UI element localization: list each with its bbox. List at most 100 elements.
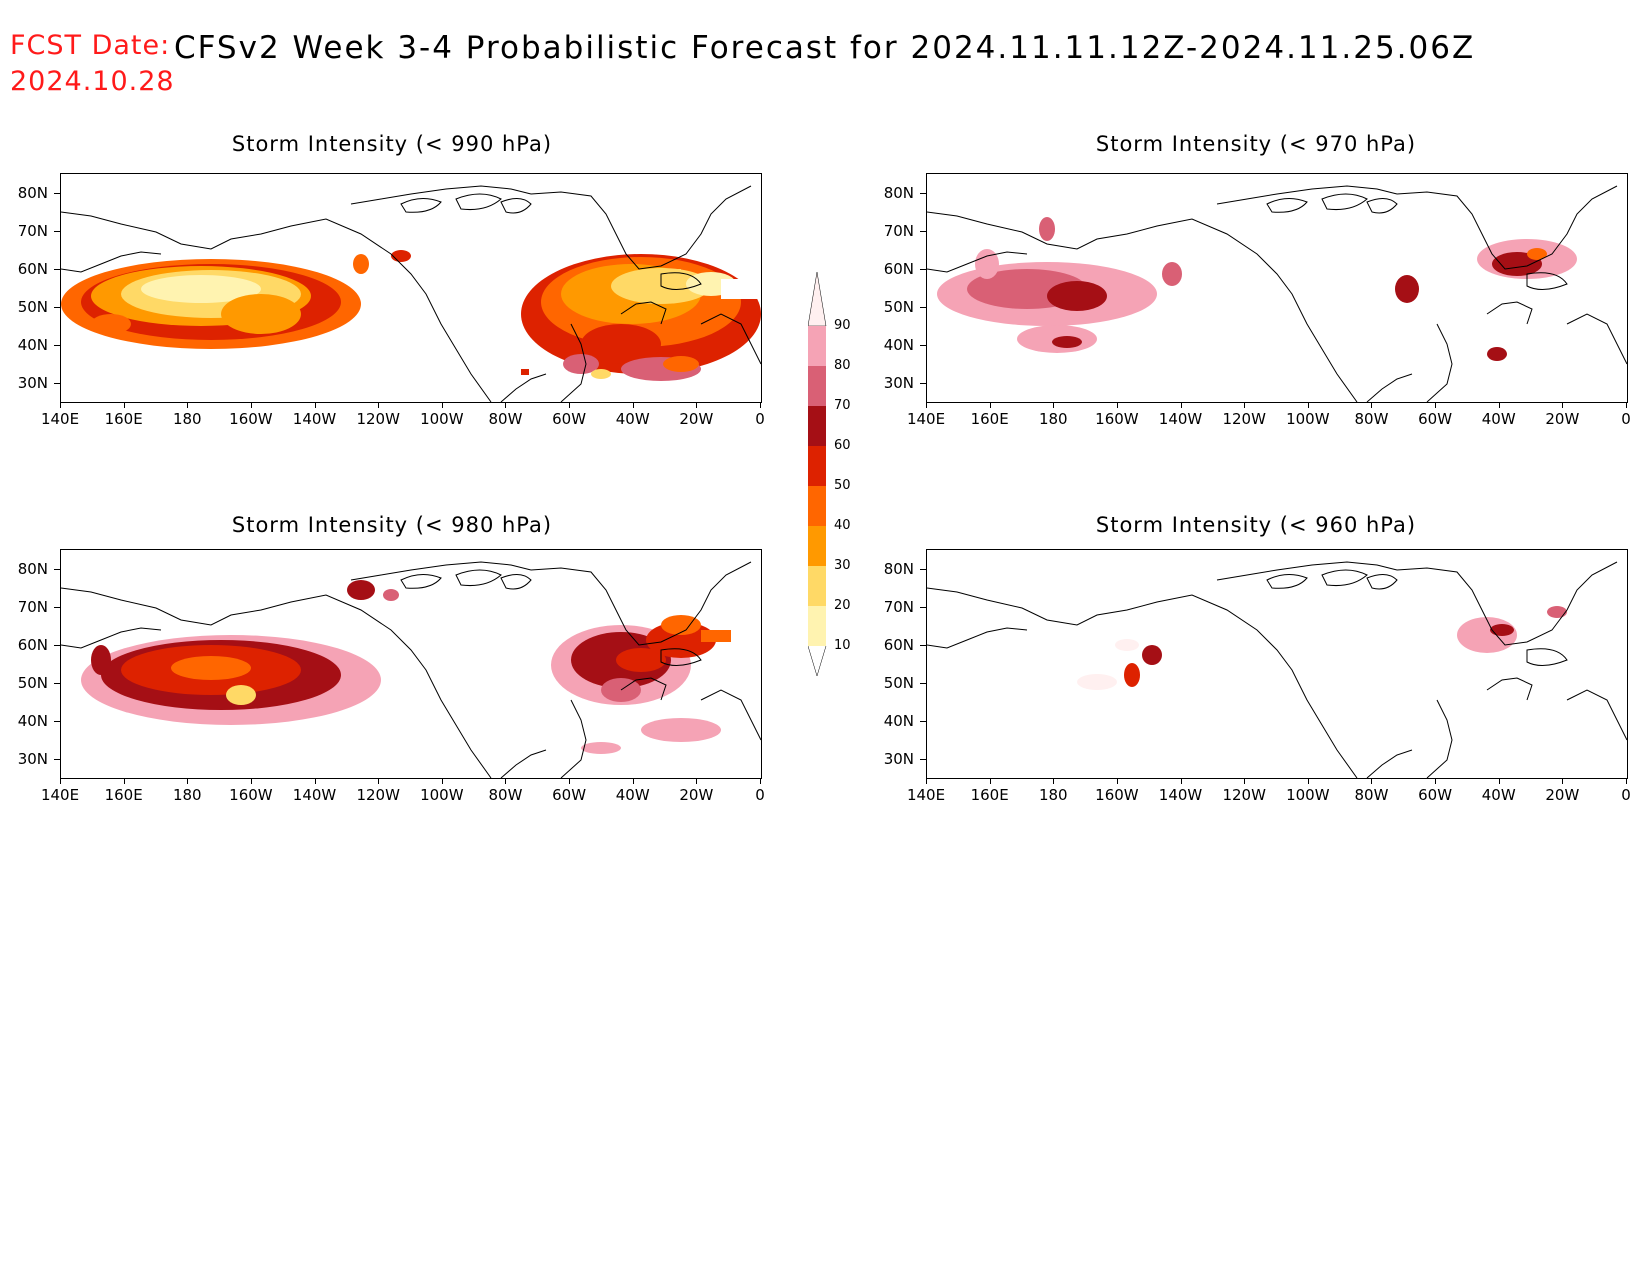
lon-tick — [1371, 402, 1373, 408]
lon-tick — [441, 778, 443, 784]
lon-tick-label: 60W — [1418, 410, 1453, 428]
probability-area — [1487, 347, 1507, 361]
lon-tick — [1180, 402, 1182, 408]
probability-area — [1162, 262, 1182, 286]
lon-tick — [505, 402, 507, 408]
island-outline — [400, 574, 442, 589]
lon-tick-label: 0 — [755, 786, 765, 804]
coastline — [700, 313, 761, 365]
island-outline — [1266, 198, 1308, 213]
coastline — [1396, 561, 1618, 646]
coastline — [560, 699, 587, 778]
coastline — [1426, 323, 1453, 402]
probability-area — [1492, 252, 1542, 276]
lon-tick — [1053, 402, 1055, 408]
lon-tick-label: 140W — [1158, 410, 1203, 428]
lat-tick — [920, 683, 926, 684]
colorbar-label: 10 — [834, 638, 851, 653]
lon-tick — [1371, 778, 1373, 784]
lat-tick-label: 30N — [883, 374, 914, 392]
figure-title: CFSv2 Week 3-4 Probabilistic Forecast fo… — [174, 30, 1476, 66]
masked-cell — [721, 279, 761, 299]
island-outline — [500, 198, 532, 214]
lon-tick — [314, 778, 316, 784]
colorbar-swatch — [808, 326, 826, 366]
coastline — [1216, 185, 1398, 205]
lon-tick-label: 60W — [552, 786, 587, 804]
probability-area — [1395, 275, 1419, 303]
lon-tick-label: 140W — [1158, 786, 1203, 804]
lon-tick-label: 80W — [1354, 410, 1389, 428]
colorbar-swatch — [808, 406, 826, 446]
coastline — [500, 373, 547, 402]
lat-tick-label: 70N — [17, 222, 48, 240]
lat-tick — [54, 721, 60, 722]
lat-tick-label: 60N — [883, 636, 914, 654]
coastline — [1486, 677, 1533, 701]
lon-tick-label: 180 — [1038, 786, 1068, 804]
coastline — [1486, 301, 1533, 325]
lon-tick-label: 120W — [356, 410, 400, 428]
lat-tick-label: 30N — [17, 374, 48, 392]
island-outline — [1266, 574, 1308, 589]
lon-tick-label: 20W — [1545, 410, 1580, 428]
colorbar-label: 50 — [834, 478, 851, 493]
map-canvas — [61, 561, 761, 778]
lat-tick — [920, 607, 926, 608]
coastline — [1216, 561, 1398, 581]
coastline — [620, 677, 667, 701]
lon-tick — [1244, 778, 1246, 784]
probability-area — [91, 314, 131, 334]
lon-tick — [1307, 402, 1309, 408]
probability-area — [663, 356, 699, 372]
lat-tick-label: 50N — [17, 298, 48, 316]
lon-tick-label: 160W — [1095, 786, 1139, 804]
lon-tick — [1562, 778, 1564, 784]
lon-tick — [989, 402, 991, 408]
probability-area — [591, 369, 611, 379]
lon-tick — [378, 778, 380, 784]
island-outline — [1526, 272, 1568, 290]
lon-tick-label: 140W — [292, 410, 337, 428]
fcst-date-value: 2024.10.28 — [10, 66, 175, 97]
probability-area — [353, 254, 369, 274]
lon-tick-label: 180 — [1038, 410, 1068, 428]
lon-tick-label: 80W — [488, 410, 523, 428]
lon-tick-label: 160W — [229, 410, 273, 428]
probability-area — [347, 580, 375, 600]
lat-tick — [54, 345, 60, 346]
lat-tick — [920, 721, 926, 722]
probability-area — [1115, 639, 1139, 651]
lat-tick-label: 60N — [883, 260, 914, 278]
island-outline — [455, 569, 502, 586]
colorbar-swatch — [808, 606, 826, 646]
probability-area — [563, 354, 599, 374]
probability-area — [1052, 336, 1082, 348]
lon-tick — [1307, 778, 1309, 784]
lon-tick-label: 100W — [420, 410, 464, 428]
lon-tick-label: 20W — [1545, 786, 1580, 804]
lat-tick — [54, 569, 60, 570]
probability-area — [221, 294, 301, 334]
lon-tick-label: 60W — [552, 410, 587, 428]
probability-area — [1124, 663, 1140, 687]
lat-tick-label: 40N — [17, 712, 48, 730]
coastline — [61, 211, 492, 402]
probability-area — [975, 249, 999, 279]
coastline — [1396, 185, 1618, 270]
colorbar-swatches — [807, 271, 827, 677]
lon-tick — [1053, 778, 1055, 784]
coastline — [620, 301, 667, 325]
colorbar-label: 30 — [834, 558, 851, 573]
lon-tick-label: 100W — [1286, 410, 1330, 428]
colorbar-cap — [807, 271, 827, 327]
lon-tick-label: 160W — [1095, 410, 1139, 428]
lat-tick-label: 70N — [883, 598, 914, 616]
island-outline — [1321, 193, 1368, 210]
coastline — [700, 689, 761, 741]
lon-tick — [1626, 402, 1627, 408]
coastline — [350, 561, 532, 581]
colorbar-label: 90 — [834, 318, 851, 333]
probability-area — [1047, 281, 1107, 311]
lon-tick-label: 180 — [172, 786, 202, 804]
